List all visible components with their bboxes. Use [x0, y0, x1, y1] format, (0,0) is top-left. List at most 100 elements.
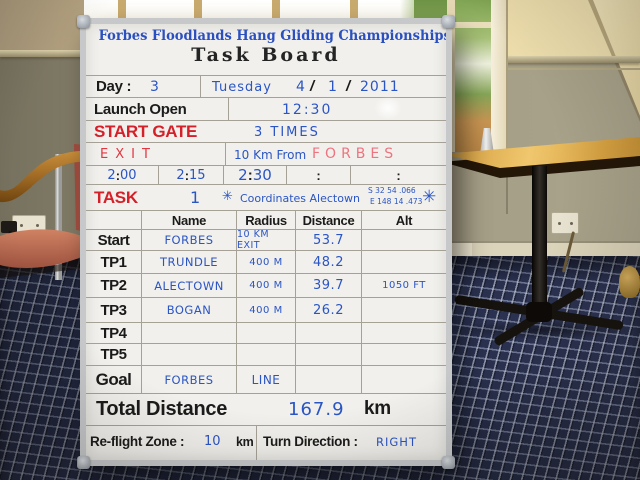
cell-name: TRUNDLE	[141, 251, 236, 273]
reflight-label: Re-flight Zone :	[90, 434, 185, 449]
time-colon: :	[396, 167, 401, 183]
time-min: 30	[252, 166, 272, 184]
time-colon: :	[316, 167, 321, 183]
grid-line	[200, 76, 201, 97]
table-pedestal	[532, 166, 547, 316]
star-icon: ✳	[422, 187, 437, 207]
chair-arm	[0, 151, 104, 203]
brass-object	[619, 266, 640, 298]
table-row-tp1: TP1 TRUNDLE 400 M 48.2	[86, 251, 446, 274]
cell-distance: 53.7	[295, 230, 361, 250]
header-distance: Distance	[295, 211, 361, 229]
turn-value: RIGHT	[376, 435, 417, 449]
board-title: Forbes Floodlands Hang Gliding Champions…	[98, 28, 446, 44]
cell-distance	[295, 344, 361, 365]
time-colon: :	[247, 166, 253, 184]
date-year: 2011	[360, 79, 400, 95]
time-min: 15	[189, 167, 206, 183]
day-label: Day :	[96, 78, 132, 95]
reflight-unit: km	[236, 435, 254, 449]
table-row-tp4: TP4	[86, 323, 446, 344]
picture-rail-right	[500, 56, 640, 63]
reflight-row: Re-flight Zone : 10 km Turn Direction : …	[86, 426, 446, 460]
outlet-socket	[570, 222, 573, 225]
table-base-shadow	[448, 320, 634, 340]
day-number: 3	[150, 79, 159, 95]
start-gate-label: START GATE	[94, 122, 198, 141]
corner-cap	[442, 456, 455, 469]
window-frame	[491, 0, 508, 152]
table-base-hub	[526, 302, 552, 322]
row-label: TP1	[100, 253, 127, 271]
task-board: Forbes Floodlands Hang Gliding Champions…	[77, 15, 455, 469]
table-row-start: Start FORBES 10 KM EXIT 53.7	[86, 229, 446, 251]
total-row: Total Distance 167.9 km	[86, 394, 446, 426]
board-content: Forbes Floodlands Hang Gliding Champions…	[86, 24, 446, 460]
corner-cap	[77, 456, 90, 469]
task-number: 1	[190, 188, 201, 207]
time-hour: 2	[176, 167, 185, 183]
cell-radius: 400 M	[236, 298, 295, 322]
start-gate-row: START GATE 3 TIMES	[86, 121, 446, 143]
date-day: 4	[296, 79, 305, 95]
table-row-tp5: TP5	[86, 344, 446, 366]
gate-times-row: 2:00 2:15 2:30 : :	[86, 166, 446, 185]
cell-alt	[361, 230, 446, 250]
launch-row: Launch Open 12:30	[86, 98, 446, 121]
grid-line	[225, 143, 226, 165]
table-row-tp2: TP2 ALECTOWN 400 M 39.7 1050 FT	[86, 274, 446, 298]
launch-label: Launch Open	[94, 101, 187, 118]
gate-time-cell: 2:00	[86, 166, 158, 184]
window-mullion	[272, 0, 280, 27]
grid-line	[228, 98, 229, 120]
outlet-socket	[558, 222, 561, 225]
power-outlet-right	[551, 212, 579, 234]
gate-time-cell: :	[350, 166, 446, 184]
cell-name: ALECTOWN	[141, 274, 236, 297]
day-weekday: Tuesday	[212, 80, 272, 95]
date-slash: /	[310, 78, 314, 95]
corner-cap	[77, 15, 90, 28]
time-min: 00	[120, 167, 137, 183]
time-hour: 2	[238, 166, 248, 184]
cell-radius: 400 M	[236, 274, 295, 297]
cell-radius	[236, 344, 295, 365]
header-blank	[86, 211, 141, 229]
star-icon: ✳	[222, 189, 233, 204]
window-mullion	[194, 0, 202, 27]
exit-label: EXIT	[100, 147, 157, 162]
window-mullion	[350, 0, 358, 27]
cell-alt: 1050 FT	[361, 274, 446, 297]
row-label: TP2	[100, 277, 127, 294]
table-header-row: Name Radius Distance Alt	[86, 211, 446, 230]
cell-distance: 39.7	[295, 274, 361, 297]
picture-rail-right-line	[500, 68, 640, 70]
exit-note: 10 Km From	[234, 148, 307, 162]
cell-name: BOGAN	[141, 298, 236, 322]
task-coord-lat: S 32 54 .066	[368, 186, 416, 195]
cell-distance	[295, 366, 361, 393]
gate-time-cell: 2:15	[158, 166, 223, 184]
cell-name: FORBES	[141, 366, 236, 393]
power-plug	[1, 221, 17, 233]
cell-alt	[361, 344, 446, 365]
picture-rail-left	[0, 50, 84, 57]
window-mullion	[118, 0, 126, 27]
cell-radius: LINE	[236, 366, 295, 393]
outlet-socket	[36, 224, 39, 227]
board-header: Forbes Floodlands Hang Gliding Champions…	[86, 24, 446, 76]
total-value: 167.9	[288, 399, 345, 420]
start-gate-value: 3 TIMES	[254, 125, 320, 140]
table-row-tp3: TP3 BOGAN 400 M 26.2	[86, 298, 446, 323]
cell-alt	[361, 323, 446, 343]
cell-name: FORBES	[141, 230, 236, 250]
chair-leg-highlight	[56, 154, 59, 280]
cell-radius: 10 KM EXIT	[236, 229, 295, 251]
task-note: Coordinates Alectown	[240, 192, 360, 205]
gate-time-cell: :	[286, 166, 350, 184]
gate-time-cell: 2:30	[223, 166, 286, 184]
cell-name	[141, 323, 236, 343]
exit-row: EXIT 10 Km From FORBES	[86, 143, 446, 166]
chair-seat-shadow	[0, 255, 88, 278]
grid-line	[256, 426, 257, 460]
